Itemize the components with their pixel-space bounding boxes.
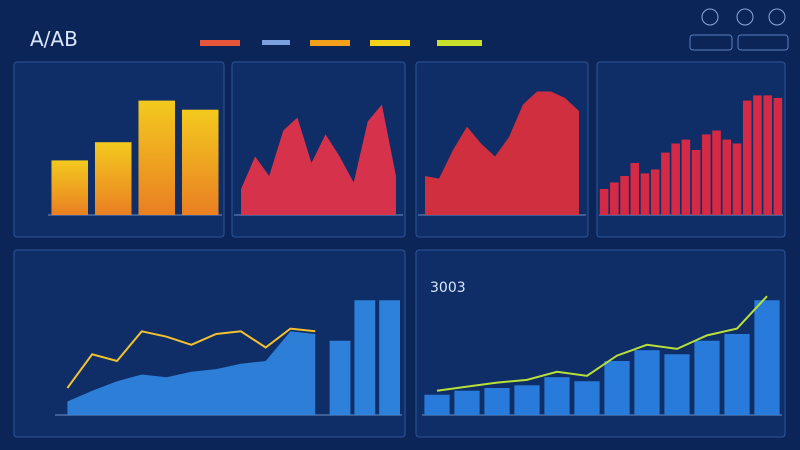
- bar: [424, 394, 450, 415]
- chart-panel: [13, 61, 225, 238]
- line: [436, 295, 768, 392]
- bar: [620, 176, 629, 215]
- button[interactable]: [737, 34, 789, 51]
- chart-panel: [596, 61, 786, 238]
- icon-button[interactable]: [701, 8, 719, 26]
- bar: [753, 95, 762, 215]
- chart-panel: 3003: [415, 249, 786, 438]
- area: [241, 104, 396, 215]
- bar: [724, 334, 750, 415]
- bar: [712, 130, 721, 215]
- bar: [702, 134, 711, 215]
- bar: [732, 143, 742, 215]
- line: [66, 327, 316, 389]
- bar: [514, 385, 540, 415]
- app-title: A/AB: [30, 27, 78, 51]
- bar: [574, 381, 600, 415]
- bar: [484, 388, 510, 415]
- bar: [544, 377, 570, 415]
- bar: [754, 300, 780, 415]
- chart-panel: [415, 61, 589, 238]
- bar: [694, 340, 720, 415]
- bar: [138, 100, 176, 215]
- bar: [681, 139, 691, 215]
- bar: [51, 160, 89, 215]
- bar: [354, 300, 376, 415]
- bar: [604, 361, 630, 415]
- bar: [181, 109, 219, 215]
- bar: [664, 354, 690, 415]
- icon-button[interactable]: [736, 8, 754, 26]
- icon-button[interactable]: [768, 8, 786, 26]
- area: [425, 91, 579, 215]
- bar: [634, 350, 660, 415]
- bar: [379, 300, 401, 415]
- bar: [661, 152, 670, 215]
- chart-panel: [231, 61, 406, 238]
- bar: [650, 169, 660, 215]
- chart-panel: [13, 249, 406, 438]
- bar: [329, 340, 351, 415]
- bar: [773, 98, 783, 215]
- bar: [454, 390, 480, 415]
- bar: [610, 182, 619, 215]
- bar: [763, 95, 772, 215]
- bar: [94, 142, 132, 215]
- bar: [722, 139, 732, 215]
- bar: [691, 150, 701, 215]
- bar: [630, 163, 640, 215]
- button[interactable]: [689, 34, 733, 51]
- header-toolbar: [200, 8, 789, 51]
- panel-label: 3003: [430, 280, 466, 296]
- bar: [640, 173, 650, 215]
- bar: [742, 100, 752, 215]
- bar: [599, 189, 609, 215]
- area: [67, 331, 316, 415]
- bar: [671, 143, 680, 215]
